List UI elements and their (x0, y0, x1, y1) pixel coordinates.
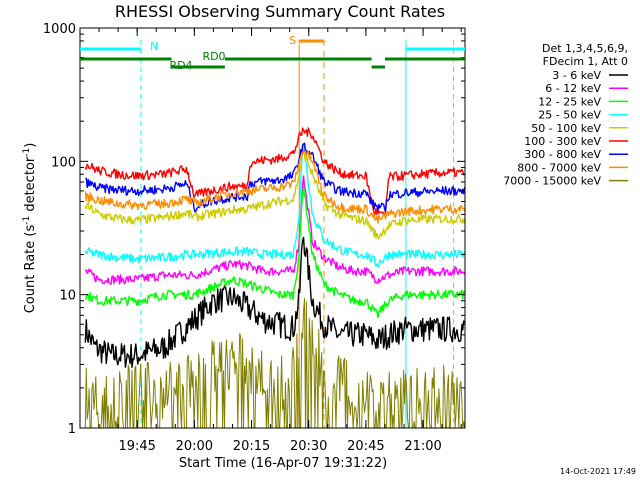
annotation-bars (80, 39, 465, 69)
annotation-label-rd0: RD0 (202, 50, 225, 63)
series-line (84, 236, 466, 368)
legend-label: 6 - 12 keV (545, 82, 601, 95)
legend-label: 12 - 25 keV (538, 95, 601, 108)
x-tick-label: 19:45 (118, 439, 155, 454)
series-line (84, 127, 466, 216)
legend-label: 25 - 50 keV (538, 109, 601, 122)
annotation-label-rd4: RD4 (169, 59, 192, 72)
y-tick-label: 1 (68, 422, 76, 437)
series-line (84, 143, 466, 268)
y-tick-label: 10 (59, 289, 76, 304)
x-tick-label: 20:15 (233, 439, 270, 454)
legend-label: 800 - 7000 keV (517, 161, 601, 174)
series-line (84, 186, 466, 319)
series-line (84, 149, 466, 224)
annotation-label-s: S (289, 34, 296, 47)
plot-frame (79, 27, 466, 429)
annotation-label-n: N (150, 40, 158, 53)
legend-header-line2: FDecim 1, Att 0 (543, 55, 628, 68)
y-axis-label: Count Rate (s-1 detector-1) (22, 143, 38, 314)
y-tick-label: 100 (51, 155, 76, 170)
legend-label: 50 - 100 keV (531, 122, 601, 135)
legend-label: 100 - 300 keV (524, 135, 601, 148)
y-axis-ticks: 1 10 100 1000 (43, 22, 465, 437)
series-line (85, 142, 466, 213)
legend-label: 7000 - 15000 keV (503, 175, 601, 188)
legend-header-line1: Det 1,3,4,5,6,9, (542, 42, 628, 55)
series-line (84, 298, 466, 429)
x-tick-label: 20:45 (347, 439, 384, 454)
legend-label: 3 - 6 keV (552, 69, 601, 82)
chart-title: RHESSI Observing Summary Count Rates (115, 2, 445, 21)
x-tick-label: 21:00 (404, 439, 441, 454)
x-tick-label: 20:30 (290, 439, 327, 454)
series-line (84, 148, 466, 240)
legend-label: 300 - 800 keV (524, 148, 601, 161)
y-tick-label: 1000 (43, 22, 76, 37)
x-axis-ticks: 19:45 20:00 20:15 20:30 20:45 21:00 (79, 28, 462, 454)
legend: Det 1,3,4,5,6,9, FDecim 1, Att 0 3 - 6 k… (503, 42, 628, 188)
series-lines (84, 127, 466, 429)
x-tick-label: 20:00 (176, 439, 213, 454)
x-axis-label: Start Time (16-Apr-07 19:31:22) (179, 456, 387, 471)
footer-timestamp: 14-Oct-2021 17:49 (560, 467, 636, 476)
series-line (84, 175, 466, 285)
